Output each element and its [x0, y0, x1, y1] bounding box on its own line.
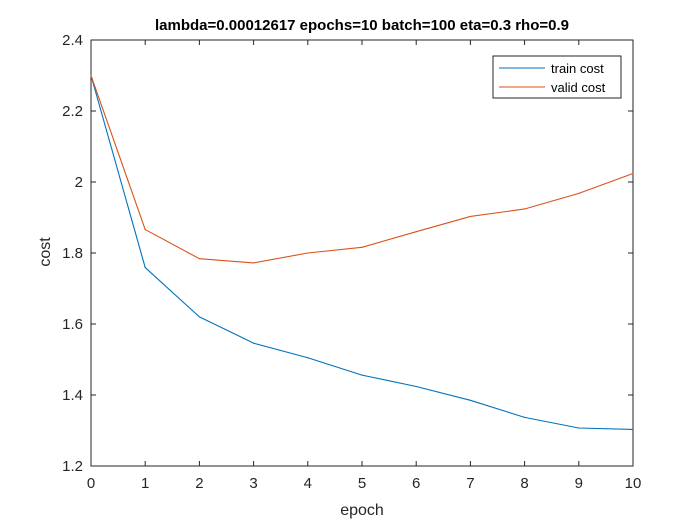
data-point — [361, 374, 363, 376]
data-point — [198, 316, 200, 318]
data-point — [469, 399, 471, 401]
x-tick-label: 10 — [625, 475, 642, 492]
data-point — [253, 342, 255, 344]
data-point — [632, 428, 634, 431]
data-point — [90, 74, 92, 77]
data-point — [198, 258, 200, 260]
y-tick-label: 2 — [75, 174, 83, 191]
y-axis-label: cost — [37, 237, 54, 267]
y-tick-label: 2.4 — [62, 32, 83, 49]
y-tick-label: 1.4 — [62, 387, 83, 404]
y-tick-label: 1.8 — [62, 245, 83, 262]
y-tick-label: 2.2 — [62, 103, 83, 120]
plot-area: 0 1 2 3 4 5 6 7 8 9 10 1.2 1.4 1.6 1.8 2 2.2 2.4 train cos… — [62, 32, 641, 492]
data-point — [307, 357, 309, 359]
x-tick-label: 3 — [249, 475, 257, 492]
data-point — [415, 231, 417, 233]
legend: train cost valid cost — [492, 55, 622, 99]
data-point — [144, 228, 146, 231]
data-point — [578, 427, 580, 429]
x-tick-label: 0 — [87, 475, 95, 492]
x-tick-label: 6 — [412, 475, 420, 492]
x-tick-label: 7 — [466, 475, 474, 492]
data-point — [307, 252, 309, 254]
data-point — [524, 208, 526, 210]
y-tick-label: 1.2 — [62, 458, 83, 475]
chart-title: lambda=0.00012617 epochs=10 batch=100 et… — [155, 17, 569, 34]
data-point — [578, 192, 580, 194]
x-tick-label: 9 — [575, 475, 583, 492]
x-axis-label: epoch — [340, 502, 384, 519]
legend-label: train cost — [551, 61, 604, 76]
data-point — [144, 266, 146, 269]
x-tick-label: 8 — [520, 475, 528, 492]
x-tick-label: 5 — [358, 475, 366, 492]
data-point — [469, 215, 471, 218]
data-point — [524, 416, 526, 418]
y-tick-label: 1.6 — [62, 316, 83, 333]
data-point — [253, 262, 255, 264]
data-point — [361, 246, 363, 248]
x-tick-label: 4 — [304, 475, 312, 492]
legend-label: valid cost — [551, 80, 606, 95]
x-tick-label: 1 — [141, 475, 149, 492]
data-point — [632, 172, 634, 175]
data-point — [415, 385, 417, 388]
legend-box — [492, 55, 622, 99]
x-tick-label: 2 — [195, 475, 203, 492]
